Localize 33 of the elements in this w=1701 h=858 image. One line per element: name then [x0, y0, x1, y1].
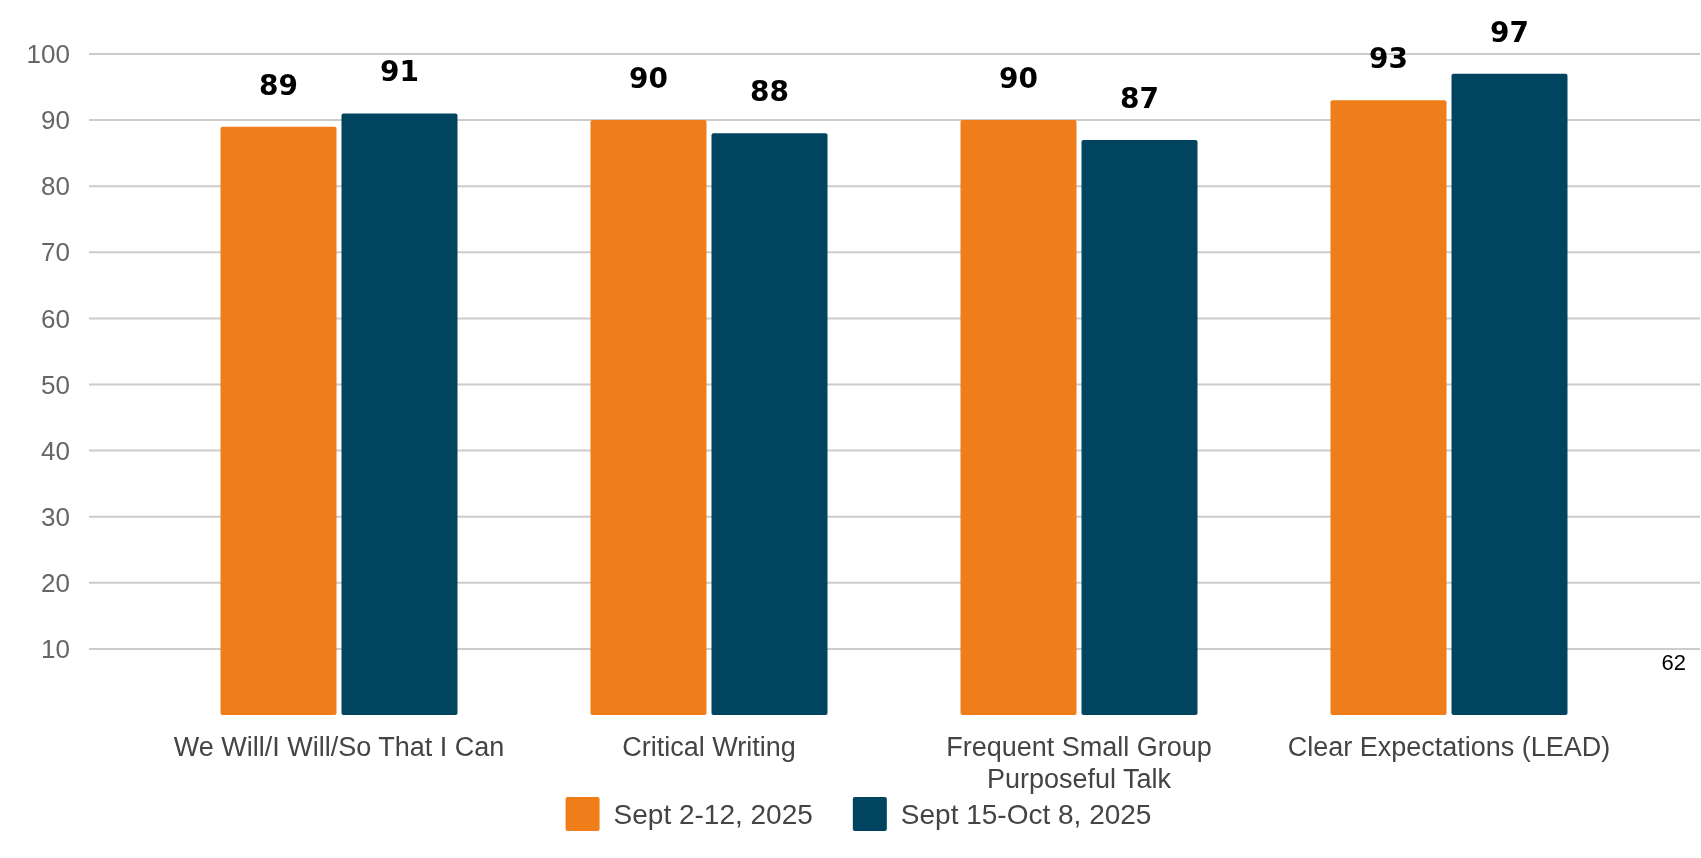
bar: [220, 126, 337, 715]
bar: [1081, 139, 1198, 715]
legend-label: Sept 15-Oct 8, 2025: [900, 798, 1152, 830]
bar: [711, 133, 828, 715]
data-label: 87: [1120, 81, 1159, 115]
y-tick-label: 10: [41, 634, 70, 664]
bar: [341, 113, 458, 715]
x-tick-label: Frequent Small Group Purposeful Talk: [946, 732, 1212, 794]
data-label: 93: [1369, 42, 1408, 76]
data-label: 90: [629, 62, 668, 96]
data-label: 97: [1490, 15, 1529, 49]
data-label: 89: [259, 68, 298, 102]
bar: [590, 120, 707, 715]
y-tick-label: 70: [41, 237, 70, 268]
data-label: 90: [999, 62, 1038, 96]
y-tick-label: 40: [41, 435, 70, 466]
y-tick-label: 20: [41, 567, 70, 598]
y-tick-label: 50: [41, 369, 70, 400]
x-tick-label: We Will/I Will/So That I Can: [173, 732, 505, 762]
x-tick-label: Critical Writing: [622, 732, 796, 762]
y-tick-label: 60: [41, 303, 70, 334]
bar: [960, 120, 1077, 715]
annotation: 62: [1661, 650, 1686, 675]
x-tick-label: Clear Expectations (LEAD): [1287, 732, 1611, 762]
y-tick-label: 30: [41, 501, 70, 532]
legend-label: Sept 2-12, 2025: [613, 798, 813, 830]
data-label: 88: [750, 75, 789, 109]
bar: [1330, 100, 1447, 715]
bar: [1451, 73, 1568, 715]
y-tick-label: 100: [26, 39, 70, 70]
y-tick-label: 80: [41, 171, 70, 202]
y-tick-label: 90: [41, 105, 70, 136]
data-label: 91: [380, 55, 419, 89]
